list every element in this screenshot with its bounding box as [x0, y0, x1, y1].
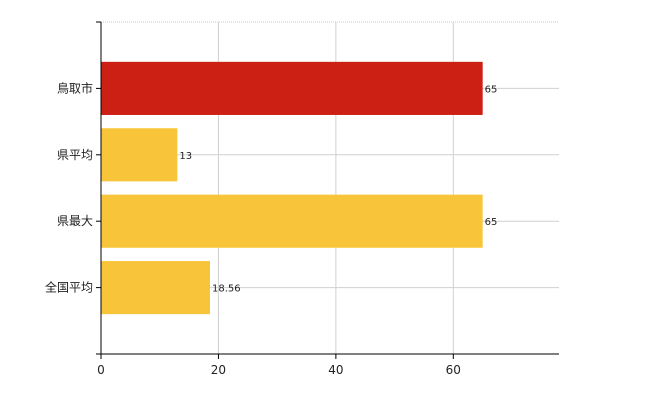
x-tick-label: 60 [446, 363, 461, 377]
category-label: 県平均 [57, 148, 93, 162]
data-label: 65 [485, 84, 498, 95]
bar [101, 261, 210, 315]
category-label: 鳥取市 [57, 80, 93, 95]
x-tick-label: 20 [211, 363, 226, 377]
data-label: 18.56 [212, 284, 241, 295]
bar [101, 194, 483, 248]
category-label: 全国平均 [45, 280, 93, 295]
bar [101, 61, 483, 115]
category-label: 県最大 [57, 214, 93, 228]
data-label: 13 [179, 151, 192, 162]
data-label: 65 [485, 217, 498, 228]
bar [101, 128, 178, 182]
x-tick-label: 0 [97, 363, 105, 377]
x-tick-label: 40 [328, 363, 343, 377]
